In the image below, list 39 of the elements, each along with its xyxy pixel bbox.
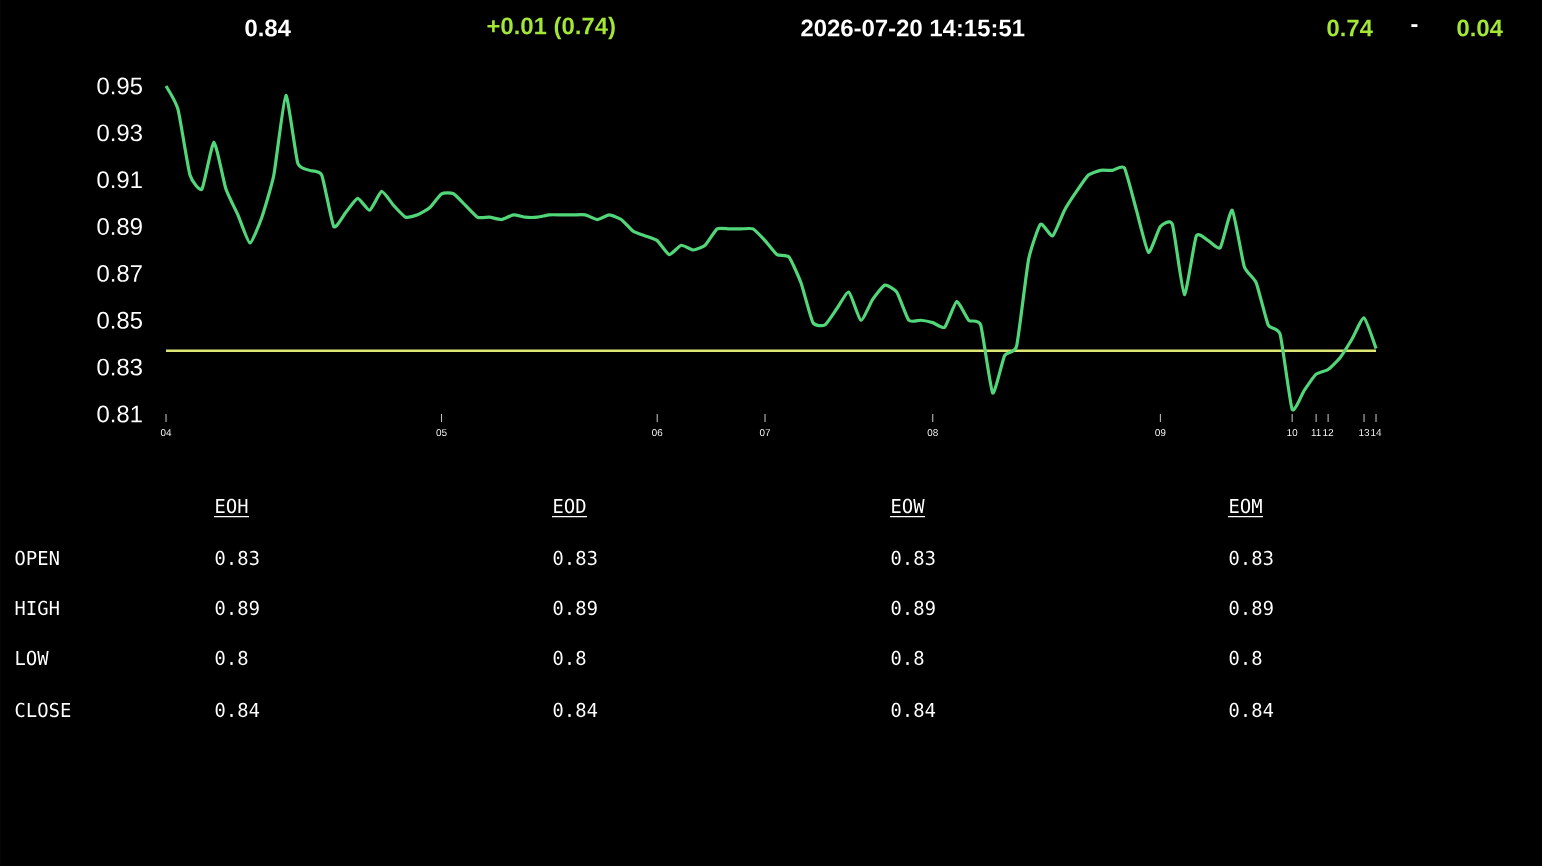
category-label: HIGH [15,600,59,616]
category-label: LOW [16,650,49,666]
text: 0.8 [891,650,924,666]
category-label: OPEN [15,550,59,566]
text: 0.04 [1457,19,1503,37]
text: 0.83 [891,550,935,566]
category-label: CLOSE [15,702,71,718]
y-tick-label: 0.95 [97,77,142,95]
text: 0.84 [215,702,260,718]
y-tick-label: 0.91 [97,171,142,189]
y-tick-label: 0.81 [97,405,142,423]
line-series [164,84,1378,411]
category-label: EOD [554,498,586,514]
text: 0.84 [553,702,598,718]
y-tick-label: 0.83 [97,358,142,376]
text: 2026-07-20 14:15:51 [801,19,1025,37]
text: 0.8 [215,650,248,666]
category-label: EOM [1230,498,1262,514]
text: 0.84 [245,19,291,37]
text: - [1411,24,1418,28]
text: 0.89 [553,600,597,616]
text: 0.83 [215,550,259,566]
y-tick-label: 0.87 [97,264,142,282]
text: 0.84 [1229,702,1274,718]
text: 0.84 [891,702,936,718]
y-tick-label: 0.85 [97,311,142,329]
text: 0.8 [553,650,586,666]
text: +0.01 (0.74) [487,16,615,40]
text: 0.89 [215,600,259,616]
text: 0.89 [891,600,935,616]
text: 0.83 [1229,550,1273,566]
category-label: EOW [892,498,925,514]
text: 0.74 [1327,19,1373,37]
category-label: EOH [216,498,248,514]
y-tick-label: 0.89 [97,218,142,236]
text: 0.83 [553,550,597,566]
y-tick-label: 0.93 [97,124,142,142]
text: 0.89 [1229,600,1273,616]
text: 0.8 [1229,650,1262,666]
